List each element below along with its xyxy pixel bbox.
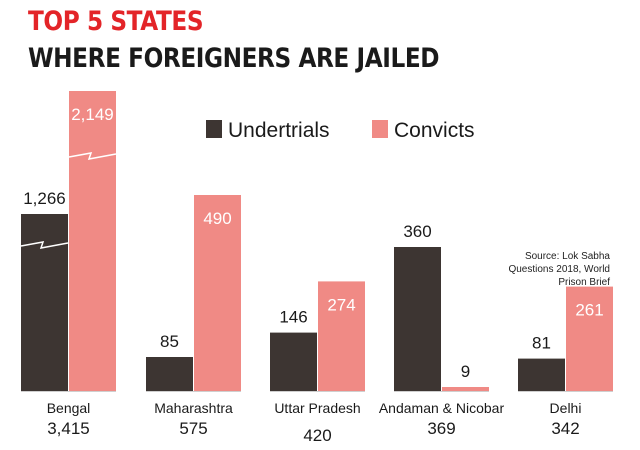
chart-title: TOP 5 STATES [28, 6, 204, 37]
category-total: 369 [427, 419, 455, 438]
data-label-convicts: 274 [327, 295, 355, 314]
legend-label-convicts: Convicts [394, 119, 475, 142]
category-label: Uttar Pradesh [274, 400, 360, 416]
category-label: Delhi [550, 400, 582, 416]
axis-break-marker [68, 152, 117, 160]
bar-undertrials-delhi [518, 358, 565, 391]
data-label-convicts: 2,149 [71, 105, 114, 124]
category-label: Maharashtra [154, 400, 233, 416]
source-line: Prison Brief [558, 277, 610, 288]
legend-label-undertrials: Undertrials [228, 119, 330, 142]
data-label-convicts: 490 [203, 209, 231, 228]
bar-convicts-uttar-pradesh [318, 281, 365, 391]
bar-undertrials-bengal [21, 214, 68, 391]
legend-swatch-convicts [372, 120, 388, 138]
bar-convicts-bengal [69, 91, 116, 391]
category-total: 3,415 [47, 419, 90, 438]
axis-break-marker [20, 241, 69, 249]
data-label-undertrials: 85 [160, 332, 179, 351]
category-total: 342 [551, 419, 579, 438]
category-total: 575 [179, 419, 207, 438]
data-label-undertrials: 146 [279, 308, 307, 327]
category-total: 420 [303, 426, 331, 445]
source-line: Source: Lok Sabha [524, 251, 610, 262]
data-label-undertrials: 1,266 [23, 189, 66, 208]
bar-convicts-andaman-nicobar [442, 387, 489, 391]
bar-undertrials-andaman-nicobar [394, 247, 441, 391]
category-label: Bengal [47, 400, 91, 416]
bar-undertrials-uttar-pradesh [270, 332, 317, 391]
data-label-undertrials: 81 [532, 334, 551, 353]
source-note: Source: Lok Sabha Questions 2018, World … [480, 250, 610, 289]
data-label-convicts: 261 [575, 301, 603, 320]
bar-convicts-delhi [566, 286, 613, 391]
chart-subtitle: WHERE FOREIGNERS ARE JAILED [28, 43, 440, 74]
legend-swatch-undertrials [206, 120, 222, 138]
data-label-undertrials: 360 [403, 222, 431, 241]
bar-convicts-maharashtra [194, 195, 241, 391]
category-label: Andaman & Nicobar [379, 400, 505, 416]
bar-undertrials-maharashtra [146, 357, 193, 391]
source-line: Questions 2018, World [508, 264, 610, 275]
data-label-convicts: 9 [461, 362, 470, 381]
